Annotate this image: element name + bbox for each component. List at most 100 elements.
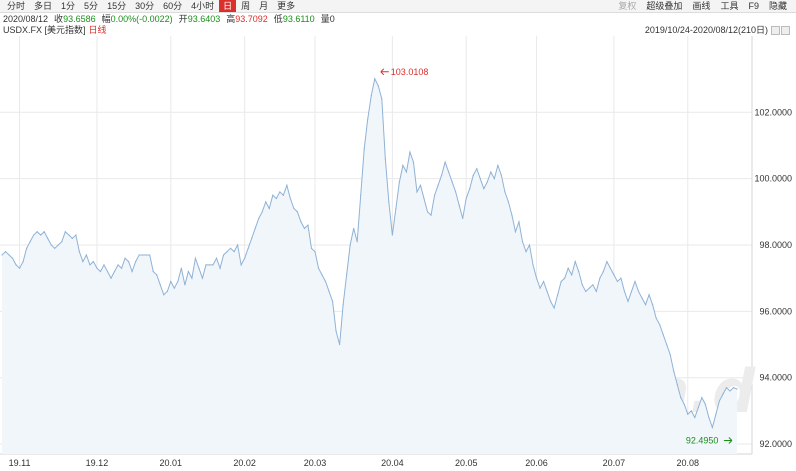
- period-tab-10[interactable]: 月: [259, 1, 269, 11]
- price-point: [704, 403, 706, 405]
- price-point: [331, 300, 334, 302]
- tool-0[interactable]: 复权: [618, 1, 637, 11]
- date-range[interactable]: 2019/10/24-2020/08/12(210日): [644, 25, 768, 35]
- price-point: [440, 174, 443, 176]
- tool-4[interactable]: F9: [748, 1, 759, 11]
- price-point: [402, 164, 404, 166]
- price-point: [47, 237, 49, 239]
- period-tab-8[interactable]: 日: [219, 0, 237, 12]
- price-point: [680, 397, 682, 399]
- price-point: [493, 178, 495, 180]
- quote-summary: 2020/08/12 收93.6586 幅0.00%(-0.0022) 开93.…: [3, 13, 341, 25]
- open-value: 93.6403: [187, 14, 221, 24]
- low-value: 93.6110: [282, 14, 315, 24]
- price-point: [701, 397, 703, 399]
- price-point: [18, 267, 21, 269]
- price-point: [310, 247, 313, 249]
- price-point: [469, 188, 471, 190]
- x-tick-label: 20.04: [381, 458, 404, 468]
- price-point: [43, 231, 45, 233]
- price-point: [708, 416, 710, 419]
- price-point: [156, 274, 158, 276]
- price-point: [113, 270, 116, 273]
- price-point: [201, 277, 204, 279]
- price-point: [356, 241, 358, 243]
- settings-icon[interactable]: [781, 26, 790, 35]
- price-point: [135, 260, 137, 263]
- price-point: [335, 330, 337, 332]
- price-point: [173, 287, 175, 289]
- price-point: [149, 254, 151, 256]
- price-point: [8, 254, 10, 256]
- price-point: [497, 164, 499, 166]
- price-point: [637, 290, 640, 293]
- period-tab-5[interactable]: 30分: [135, 1, 155, 11]
- price-point: [560, 280, 562, 283]
- price-point: [92, 260, 95, 263]
- period-tab-1[interactable]: 多日: [34, 1, 53, 11]
- price-point: [599, 277, 601, 279]
- period-tab-9[interactable]: 周: [241, 1, 251, 11]
- price-point: [117, 264, 119, 266]
- price-point: [26, 247, 28, 249]
- price-points: [1, 78, 738, 429]
- price-point: [571, 274, 573, 276]
- price-point: [244, 257, 246, 259]
- x-tick-label: 19.12: [86, 458, 109, 468]
- price-point: [254, 227, 256, 230]
- x-tick-label: 20.08: [676, 458, 699, 468]
- tool-5[interactable]: 隐藏: [768, 1, 787, 11]
- price-point: [29, 241, 31, 243]
- price-point: [261, 211, 263, 213]
- x-tick-label: 19.11: [9, 458, 31, 468]
- price-point: [374, 78, 376, 80]
- price-point: [360, 194, 362, 196]
- calendar-icon[interactable]: [771, 26, 780, 35]
- price-point: [222, 254, 225, 256]
- price-point: [412, 161, 415, 163]
- annotations: 103.0108 92.4950: [380, 67, 733, 445]
- price-point: [363, 148, 365, 150]
- price-point: [96, 267, 98, 269]
- price-point: [518, 221, 520, 223]
- x-tick-label: 20.02: [233, 458, 256, 468]
- price-point: [455, 191, 457, 193]
- price-point: [476, 168, 478, 170]
- period-tab-7[interactable]: 4小时: [191, 1, 215, 11]
- tool-2[interactable]: 画线: [692, 1, 711, 11]
- close-label: 收: [54, 14, 64, 24]
- price-point: [138, 254, 140, 256]
- price-point: [648, 294, 650, 296]
- tool-3[interactable]: 工具: [720, 1, 739, 11]
- price-point: [451, 181, 453, 183]
- price-point: [409, 151, 411, 153]
- price-point: [609, 267, 611, 269]
- price-point: [718, 400, 721, 402]
- price-point: [191, 277, 193, 279]
- price-point: [405, 171, 408, 173]
- price-point: [286, 184, 288, 186]
- price-point: [377, 85, 379, 87]
- price-point: [416, 191, 418, 193]
- price-point: [687, 413, 689, 415]
- price-point: [535, 277, 538, 279]
- period-tab-0[interactable]: 分时: [7, 1, 26, 11]
- price-point: [226, 251, 228, 253]
- quote-date: 2020/08/12: [3, 14, 49, 24]
- price-point: [152, 270, 154, 273]
- price-point: [208, 264, 211, 266]
- tool-1[interactable]: 超级叠加: [646, 1, 683, 11]
- period-tab-4[interactable]: 15分: [107, 1, 127, 11]
- period-tab-2[interactable]: 1分: [61, 1, 76, 11]
- volume-label: 量: [320, 14, 330, 24]
- period-tab-6[interactable]: 60分: [163, 1, 183, 11]
- price-point: [528, 244, 531, 246]
- price-point: [57, 244, 59, 246]
- price-point: [458, 204, 460, 206]
- period-tab-11[interactable]: 更多: [277, 1, 296, 11]
- price-point: [669, 353, 671, 356]
- instrument-code: USDX.FX [美元指数]: [3, 25, 86, 35]
- period-tab-3[interactable]: 5分: [84, 1, 99, 11]
- price-point: [553, 307, 555, 309]
- x-tick-label: 20.07: [603, 458, 626, 468]
